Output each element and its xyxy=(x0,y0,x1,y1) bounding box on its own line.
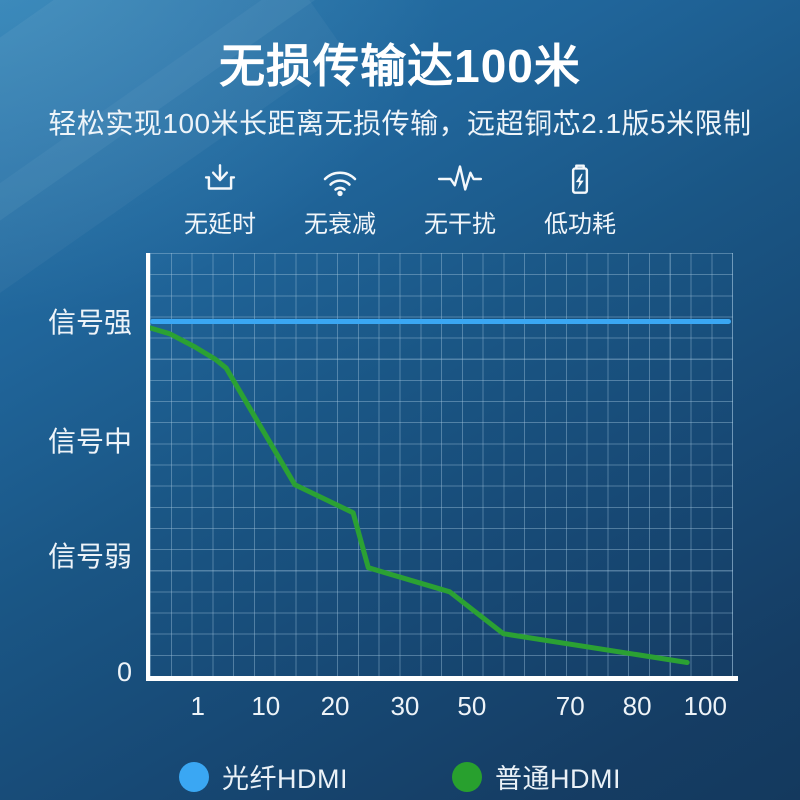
y-tick-label-weak: 信号弱 xyxy=(47,541,132,572)
page-title: 无损传输达100米 xyxy=(219,40,581,92)
feature-row: 无延时 无衰减 无干扰 xyxy=(0,154,800,239)
x-tick-label: 100 xyxy=(683,691,727,721)
legend-item-copper: 普通HDMI xyxy=(452,757,621,796)
interference-icon xyxy=(436,154,484,198)
copper-legend-dot xyxy=(452,761,482,792)
feature-item-no-interference: 无干扰 xyxy=(414,154,506,239)
x-tick-label: 20 xyxy=(320,691,350,721)
feature-label: 无衰减 xyxy=(304,211,376,238)
legend-label: 普通HDMI xyxy=(495,764,621,794)
feature-item-no-delay: 无延时 xyxy=(174,154,266,239)
x-tick-label: 30 xyxy=(390,691,420,721)
wifi-icon xyxy=(320,154,360,198)
feature-label: 低功耗 xyxy=(544,211,616,238)
legend-item-fiber: 光纤HDMI xyxy=(179,757,348,796)
fiber-hdmi-line xyxy=(150,319,731,325)
legend-label: 光纤HDMI xyxy=(222,764,348,794)
battery-icon xyxy=(561,154,599,198)
x-tick-label: 70 xyxy=(555,691,585,721)
y-tick-label-medium: 信号中 xyxy=(47,426,132,457)
feature-label: 无干扰 xyxy=(424,211,496,238)
x-tick-label: 10 xyxy=(251,691,281,721)
feature-item-low-power: 低功耗 xyxy=(534,154,626,239)
chart-legend: 光纤HDMI 普通HDMI xyxy=(0,757,800,796)
x-tick-label: 50 xyxy=(457,691,487,721)
x-axis-line xyxy=(146,676,738,681)
y-tick-label-zero: 0 xyxy=(116,657,132,687)
y-tick-label-strong: 信号强 xyxy=(47,307,132,338)
page-subtitle: 轻松实现100米长距离无损传输，远超铜芯2.1版5米限制 xyxy=(48,108,752,139)
fiber-legend-dot xyxy=(179,761,209,792)
x-tick-label: 1 xyxy=(190,691,205,721)
y-axis-line xyxy=(146,253,150,681)
copper-hdmi-line xyxy=(147,325,690,665)
feature-item-no-attenuation: 无衰减 xyxy=(294,154,386,239)
x-tick-label: 80 xyxy=(622,691,652,721)
feature-label: 无延时 xyxy=(184,211,256,238)
download-icon xyxy=(201,154,239,198)
chart-plot-area xyxy=(147,253,733,676)
